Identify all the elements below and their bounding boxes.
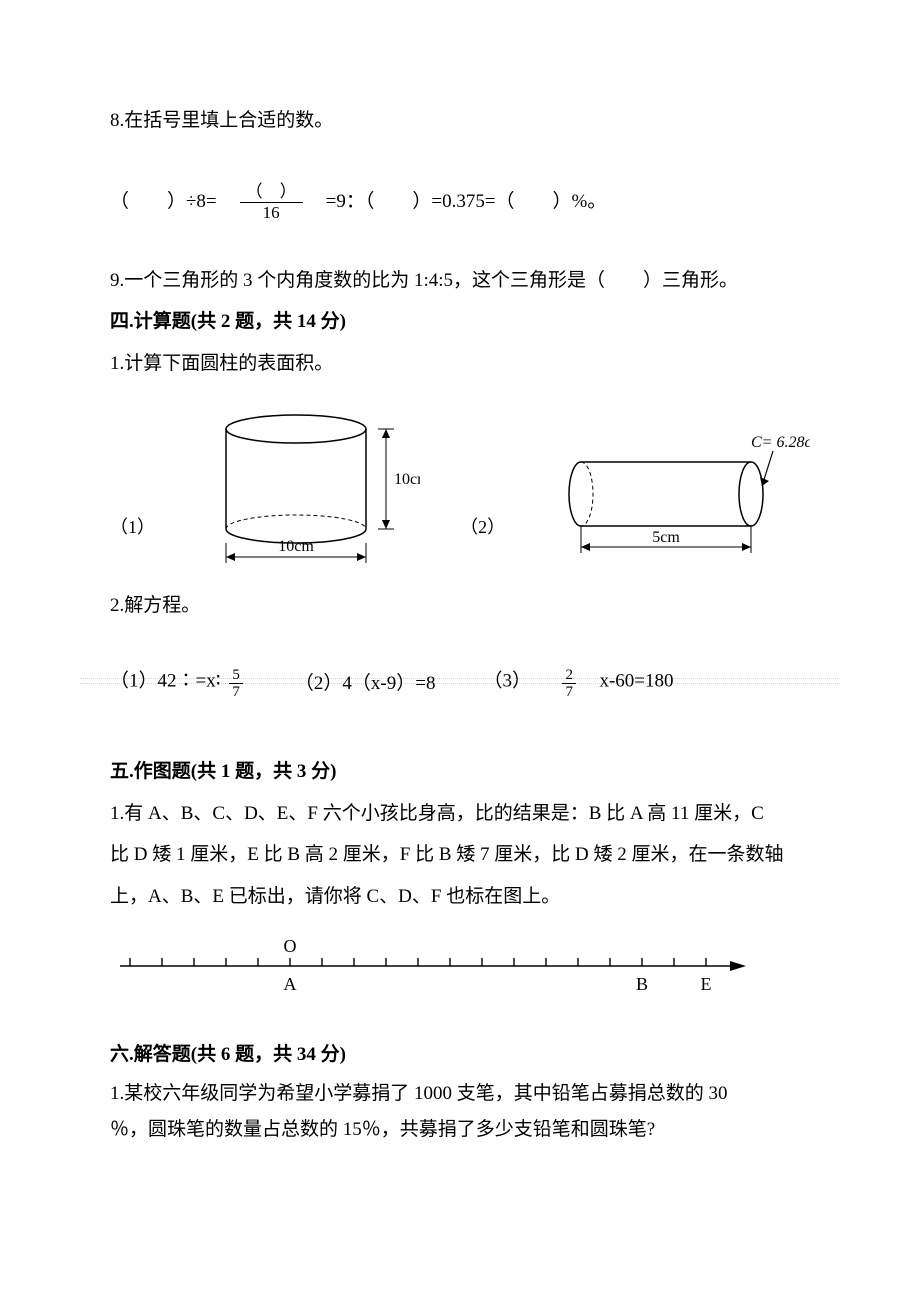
svg-text:B: B <box>636 974 648 994</box>
eq3-text-b: x-60=180 <box>599 670 673 691</box>
sec4-q2: 2.解方程。 <box>110 585 810 627</box>
eq1-frac: 5 7 <box>229 667 243 701</box>
eq1-frac-n: 5 <box>229 667 243 685</box>
q8-label: 8.在括号里填上合适的数。 <box>110 100 810 142</box>
sec4-heading: 四.计算题(共 2 题，共 14 分) <box>110 301 810 343</box>
document-page: 8.在括号里填上合适的数。 （ ）÷8= （ ） 16 =9：（ ）=0.375… <box>0 0 920 1208</box>
eq3: （3） 2 7 x-60=180 <box>483 665 673 699</box>
cylinder-1-figure: 10cm 10cm <box>201 399 420 569</box>
eq1: （1）42∶=x∶ 5 7 <box>110 665 247 699</box>
sec6-heading: 六.解答题(共 6 题，共 34 分) <box>110 1034 810 1076</box>
svg-text:10cm: 10cm <box>278 538 314 555</box>
q8-equation: （ ）÷8= （ ） 16 =9：（ ）=0.375=（ ）%。 <box>110 182 810 224</box>
eq1-frac-d: 7 <box>229 684 243 701</box>
q8-frac-den: 16 <box>257 203 286 223</box>
eq3-frac-d: 7 <box>562 684 576 701</box>
eq3-frac: 2 7 <box>562 667 576 701</box>
eq1-text: （1）42∶=x∶ <box>110 670 221 691</box>
equation-set: （1）42∶=x∶ 5 7 （2）4（x-9）=8 （3） 2 7 x-60=1… <box>110 665 810 699</box>
svg-text:10cm: 10cm <box>394 471 420 488</box>
sec5-q1b: 比 D 矮 1 厘米，E 比 B 高 2 厘米，F 比 B 矮 7 厘米，比 D… <box>110 834 810 876</box>
figure-row: （1） 10cm 10cm （2） C= 6.28cm 5cm <box>110 399 810 569</box>
eq2: （2）4（x-9）=8 <box>295 668 436 695</box>
sec5-heading: 五.作图题(共 1 题，共 3 分) <box>110 751 810 793</box>
q8-fraction: （ ） 16 <box>240 182 303 224</box>
eq3-frac-n: 2 <box>562 667 576 685</box>
q8-prefix: （ ）÷8= <box>110 191 236 214</box>
sec6-q1b: ％，圆珠笔的数量占总数的 15％，共募捐了多少支铅笔和圆珠笔? <box>110 1112 810 1148</box>
svg-text:E: E <box>701 974 712 994</box>
cyl1-index: （1） <box>110 513 155 569</box>
svg-text:C= 6.28cm: C= 6.28cm <box>751 434 810 451</box>
sec5-q1c: 上，A、B、E 已标出，请你将 C、D、F 也标在图上。 <box>110 876 810 918</box>
sec5-q1a: 1.有 A、B、C、D、E、F 六个小孩比身高，比的结果是：B 比 A 高 11… <box>110 793 810 835</box>
sec4-q1: 1.计算下面圆柱的表面积。 <box>110 343 810 385</box>
numberline-figure: OA B E <box>110 936 770 1006</box>
q9-text: 9.一个三角形的 3 个内角度数的比为 1:4:5，这个三角形是（ ）三角形。 <box>110 260 810 302</box>
numberline-wrap: OA B E <box>110 936 810 1006</box>
q8-frac-num: （ ） <box>240 182 303 203</box>
cyl2-index: （2） <box>460 513 505 569</box>
svg-text:A: A <box>284 974 297 994</box>
eq3-text-a: （3） <box>483 670 531 691</box>
sec6-q1a: 1.某校六年级同学为希望小学募捐了 1000 支笔，其中铅笔占募捐总数的 30 <box>110 1076 810 1112</box>
svg-text:5cm: 5cm <box>652 529 680 546</box>
svg-text:O: O <box>284 936 297 956</box>
cylinder-2-figure: C= 6.28cm 5cm <box>551 429 810 569</box>
q8-mid: =9：（ ）=0.375=（ ）%。 <box>307 191 607 214</box>
